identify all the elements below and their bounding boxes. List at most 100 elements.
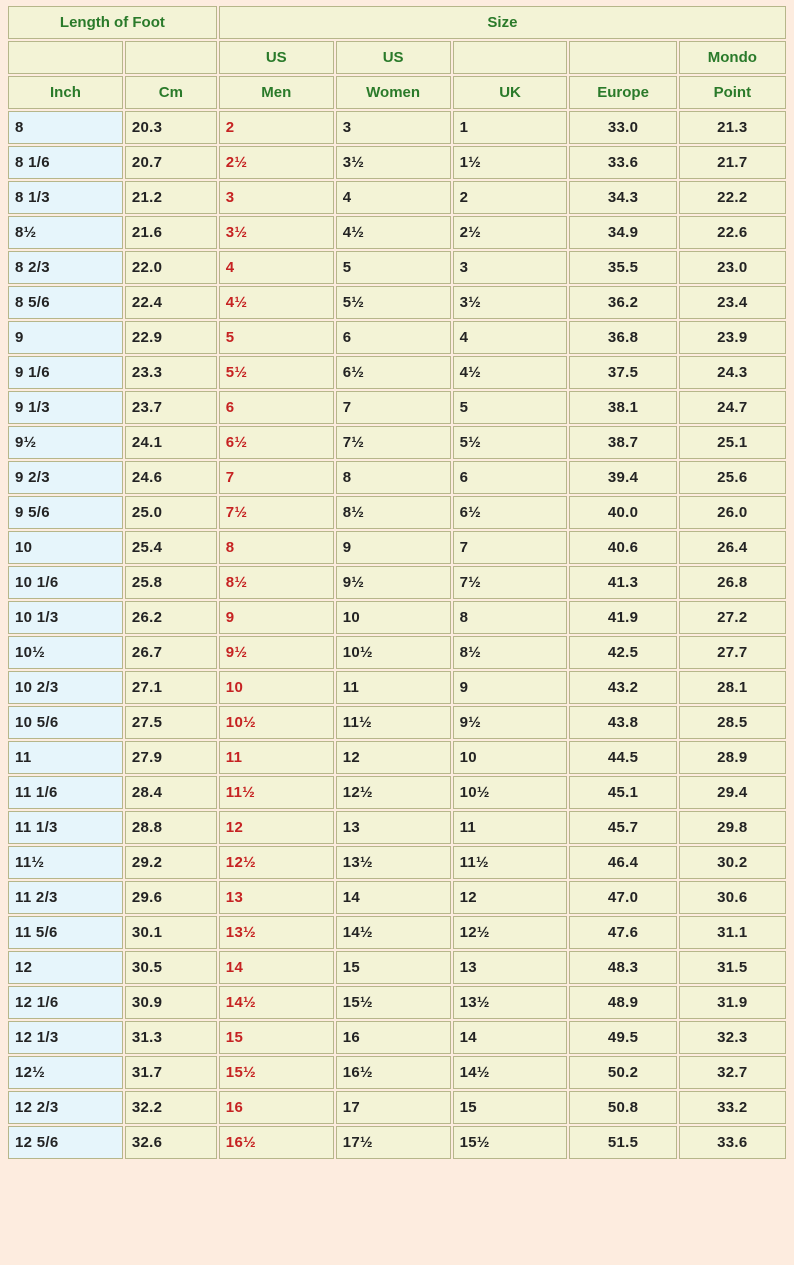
cell-cm: 25.4 [125, 531, 217, 564]
cell-mondo: 31.9 [679, 986, 786, 1019]
table-row: 820.323133.021.3 [8, 111, 786, 144]
cell-uk: 15½ [453, 1126, 568, 1159]
cell-us_women: 14 [336, 881, 451, 914]
cell-europe: 40.0 [569, 496, 676, 529]
cell-inch: 9 1/3 [8, 391, 123, 424]
cell-us_women: 16½ [336, 1056, 451, 1089]
cell-us_men: 11½ [219, 776, 334, 809]
cell-us_men: 14½ [219, 986, 334, 1019]
cell-cm: 22.4 [125, 286, 217, 319]
table-row: 9 5/625.07½8½6½40.026.0 [8, 496, 786, 529]
cell-inch: 10 1/3 [8, 601, 123, 634]
header-women: Women [336, 76, 451, 109]
table-row: 11 5/630.113½14½12½47.631.1 [8, 916, 786, 949]
cell-uk: 13 [453, 951, 568, 984]
cell-mondo: 30.2 [679, 846, 786, 879]
cell-us_men: 2½ [219, 146, 334, 179]
cell-europe: 39.4 [569, 461, 676, 494]
cell-cm: 22.0 [125, 251, 217, 284]
cell-europe: 47.6 [569, 916, 676, 949]
cell-europe: 38.7 [569, 426, 676, 459]
cell-mondo: 33.6 [679, 1126, 786, 1159]
table-row: 8 1/620.72½3½1½33.621.7 [8, 146, 786, 179]
cell-uk: 1½ [453, 146, 568, 179]
cell-inch: 11 5/6 [8, 916, 123, 949]
cell-uk: 10 [453, 741, 568, 774]
cell-us_men: 13½ [219, 916, 334, 949]
table-row: 12½31.715½16½14½50.232.7 [8, 1056, 786, 1089]
cell-uk: 6 [453, 461, 568, 494]
cell-inch: 10 [8, 531, 123, 564]
cell-uk: 4 [453, 321, 568, 354]
cell-us_women: 11½ [336, 706, 451, 739]
cell-us_men: 6 [219, 391, 334, 424]
cell-us_men: 7 [219, 461, 334, 494]
cell-europe: 38.1 [569, 391, 676, 424]
cell-mondo: 26.0 [679, 496, 786, 529]
cell-us_men: 8 [219, 531, 334, 564]
cell-cm: 22.9 [125, 321, 217, 354]
cell-us_women: 13 [336, 811, 451, 844]
cell-mondo: 26.4 [679, 531, 786, 564]
cell-uk: 8 [453, 601, 568, 634]
cell-uk: 12½ [453, 916, 568, 949]
cell-inch: 8 2/3 [8, 251, 123, 284]
table-row: 12 5/632.616½17½15½51.533.6 [8, 1126, 786, 1159]
cell-us_men: 15 [219, 1021, 334, 1054]
cell-inch: 11 1/6 [8, 776, 123, 809]
table-row: 1025.489740.626.4 [8, 531, 786, 564]
cell-uk: 10½ [453, 776, 568, 809]
cell-mondo: 29.4 [679, 776, 786, 809]
cell-us_men: 15½ [219, 1056, 334, 1089]
cell-us_women: 9½ [336, 566, 451, 599]
cell-mondo: 31.1 [679, 916, 786, 949]
cell-cm: 32.2 [125, 1091, 217, 1124]
cell-us_men: 5 [219, 321, 334, 354]
cell-us_men: 2 [219, 111, 334, 144]
cell-inch: 12 [8, 951, 123, 984]
cell-inch: 10 2/3 [8, 671, 123, 704]
cell-uk: 4½ [453, 356, 568, 389]
table-row: 9 2/324.678639.425.6 [8, 461, 786, 494]
cell-inch: 11½ [8, 846, 123, 879]
cell-cm: 27.1 [125, 671, 217, 704]
cell-cm: 26.7 [125, 636, 217, 669]
cell-us_women: 3½ [336, 146, 451, 179]
table-row: 11 1/628.411½12½10½45.129.4 [8, 776, 786, 809]
cell-europe: 50.2 [569, 1056, 676, 1089]
table-row: 10 2/327.11011943.228.1 [8, 671, 786, 704]
cell-uk: 9½ [453, 706, 568, 739]
cell-uk: 15 [453, 1091, 568, 1124]
table-row: 10 1/326.2910841.927.2 [8, 601, 786, 634]
cell-us_women: 17 [336, 1091, 451, 1124]
cell-cm: 27.5 [125, 706, 217, 739]
cell-cm: 30.1 [125, 916, 217, 949]
cell-us_women: 16 [336, 1021, 451, 1054]
cell-us_men: 3½ [219, 216, 334, 249]
cell-us_men: 3 [219, 181, 334, 214]
header-us-1: US [219, 41, 334, 74]
cell-mondo: 33.2 [679, 1091, 786, 1124]
cell-us_men: 11 [219, 741, 334, 774]
header-blank4 [569, 41, 676, 74]
cell-us_men: 7½ [219, 496, 334, 529]
cell-cm: 29.6 [125, 881, 217, 914]
cell-inch: 8 [8, 111, 123, 144]
cell-inch: 10 5/6 [8, 706, 123, 739]
cell-us_women: 10½ [336, 636, 451, 669]
cell-uk: 12 [453, 881, 568, 914]
cell-europe: 40.6 [569, 531, 676, 564]
cell-mondo: 25.6 [679, 461, 786, 494]
cell-cm: 23.7 [125, 391, 217, 424]
cell-cm: 20.7 [125, 146, 217, 179]
cell-mondo: 25.1 [679, 426, 786, 459]
cell-mondo: 21.7 [679, 146, 786, 179]
cell-us_women: 4 [336, 181, 451, 214]
cell-cm: 29.2 [125, 846, 217, 879]
cell-inch: 10 1/6 [8, 566, 123, 599]
cell-europe: 34.9 [569, 216, 676, 249]
cell-us_men: 10 [219, 671, 334, 704]
table-row: 12 2/332.216171550.833.2 [8, 1091, 786, 1124]
cell-us_women: 6 [336, 321, 451, 354]
cell-us_women: 12 [336, 741, 451, 774]
